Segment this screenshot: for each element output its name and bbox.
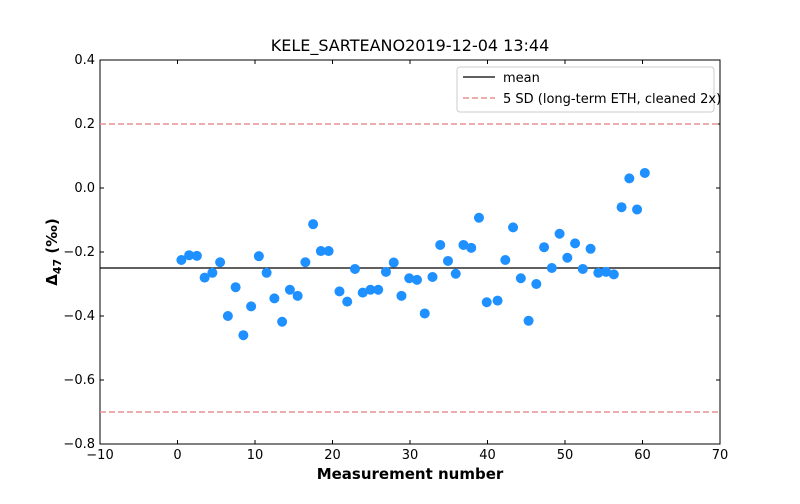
data-point	[308, 219, 319, 230]
y-tick-label: 0.2	[74, 117, 95, 132]
data-point	[515, 273, 526, 284]
data-point	[292, 290, 303, 301]
plot-area: −10 0 10 20 30 40 50 60 70 −0.8 −0.6 −0.4 −0.2 0.0 0.2…	[63, 53, 728, 463]
data-point	[334, 286, 345, 297]
data-point	[419, 308, 430, 319]
data-point	[349, 263, 360, 274]
y-tick-label: −0.2	[63, 245, 95, 260]
y-tick-label: 0.0	[74, 181, 95, 196]
data-point	[632, 204, 643, 215]
data-point	[246, 301, 257, 312]
data-point	[523, 315, 534, 326]
data-point	[593, 267, 604, 278]
data-point	[396, 290, 407, 301]
data-point	[323, 246, 334, 257]
y-tick-label: −0.4	[63, 309, 95, 324]
data-point	[230, 282, 241, 293]
y-tick-label: −0.6	[63, 373, 95, 388]
data-point	[539, 242, 550, 253]
x-tick-label: 30	[402, 448, 419, 463]
data-point	[253, 251, 264, 262]
legend-mean-label: mean	[503, 71, 540, 86]
legend-sd-label: 5 SD (long-term ETH, cleaned 2x)	[503, 92, 721, 107]
data-point	[435, 239, 446, 250]
chart-title: KELE_SARTEANO2019-12-04 13:44	[271, 36, 550, 56]
data-point	[199, 272, 210, 283]
x-tick-label: 50	[557, 448, 574, 463]
data-point	[342, 296, 353, 307]
data-point	[388, 257, 399, 268]
data-point	[215, 257, 226, 268]
y-axis-label: Δ47 (‰)	[43, 218, 64, 285]
data-point	[546, 263, 557, 273]
x-tick-label: 60	[634, 448, 651, 463]
data-point	[380, 266, 391, 277]
data-point	[238, 330, 249, 341]
data-point	[570, 238, 581, 249]
data-point	[554, 228, 565, 239]
data-point	[624, 173, 635, 184]
legend: mean 5 SD (long-term ETH, cleaned 2x)	[456, 66, 721, 113]
data-point	[442, 255, 453, 266]
y-axis-label-symbol: Δ	[43, 274, 61, 286]
x-axis-label: Measurement number	[317, 465, 504, 483]
y-tick-label: 0.4	[74, 53, 95, 68]
data-point	[608, 269, 619, 280]
data-point	[207, 267, 218, 278]
x-tick-label: 20	[324, 448, 341, 463]
data-point	[562, 252, 573, 263]
data-point	[450, 268, 461, 279]
data-point	[577, 263, 588, 274]
data-point	[508, 222, 519, 233]
data-point	[500, 255, 511, 265]
data-point	[404, 273, 415, 284]
x-tick-label: −10	[86, 448, 113, 463]
data-point	[481, 297, 492, 308]
data-point	[585, 243, 596, 254]
data-point	[492, 295, 503, 306]
data-point	[373, 284, 384, 295]
data-point	[176, 255, 187, 265]
x-tick-label: 70	[712, 448, 729, 463]
plot-frame	[99, 59, 721, 445]
legend-box	[456, 66, 715, 113]
data-point	[458, 239, 469, 250]
data-point	[639, 167, 650, 178]
data-point	[365, 284, 376, 295]
data-point	[616, 202, 627, 213]
x-tick-label: 10	[247, 448, 264, 463]
data-point	[277, 316, 288, 327]
data-point	[427, 271, 438, 282]
data-point	[222, 311, 233, 321]
data-point	[531, 279, 542, 289]
data-point	[261, 267, 272, 278]
y-axis-label-subscript: 47	[51, 259, 64, 274]
data-point	[601, 266, 612, 277]
x-tick-label: 0	[173, 448, 181, 463]
data-point	[184, 250, 195, 261]
data-point	[315, 246, 326, 257]
data-point	[191, 250, 202, 261]
x-tick-label: 40	[479, 448, 496, 463]
data-point	[411, 274, 422, 285]
data-point	[473, 212, 484, 223]
data-point	[466, 242, 477, 253]
data-point	[269, 293, 280, 304]
data-point	[284, 284, 295, 295]
data-point	[357, 287, 368, 298]
y-tick-label: −0.8	[63, 437, 95, 452]
y-axis-label-unit: (‰)	[43, 218, 61, 259]
data-point	[300, 257, 311, 268]
